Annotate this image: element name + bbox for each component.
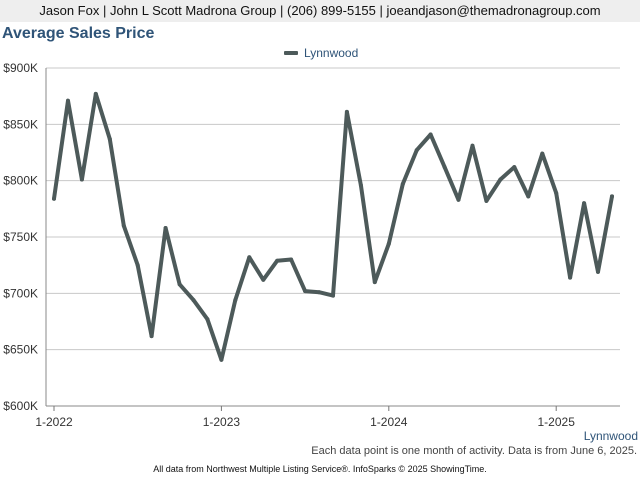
data-point[interactable] (554, 191, 559, 196)
data-point[interactable] (121, 223, 126, 228)
data-point[interactable] (484, 198, 489, 203)
series-line-0[interactable] (52, 91, 614, 362)
data-point[interactable] (93, 91, 98, 96)
data-point[interactable] (247, 255, 252, 260)
data-point[interactable] (107, 137, 112, 141)
x-tick-label: 1-2025 (538, 415, 576, 429)
data-point[interactable] (470, 143, 475, 148)
x-tick-label: 1-2022 (35, 415, 73, 429)
data-point[interactable] (163, 226, 168, 230)
header-bar: Jason Fox | John L Scott Madrona Group |… (0, 0, 640, 22)
data-point[interactable] (596, 269, 600, 274)
data-point[interactable] (372, 280, 377, 285)
x-tick-label: 1-2023 (203, 415, 241, 429)
y-tick-label: $750K (3, 230, 38, 244)
data-point[interactable] (303, 289, 308, 294)
data-point[interactable] (261, 277, 266, 282)
data-point[interactable] (233, 298, 238, 303)
legend[interactable]: Lynnwood (284, 46, 358, 60)
y-tick-label: $800K (3, 174, 38, 188)
data-point[interactable] (52, 196, 56, 201)
data-point[interactable] (205, 317, 210, 322)
y-tick-label: $850K (3, 117, 38, 131)
agent-contact-text: Jason Fox | John L Scott Madrona Group |… (39, 3, 601, 18)
data-point[interactable] (219, 357, 224, 362)
data-point[interactable] (526, 194, 531, 199)
data-point[interactable] (610, 194, 614, 199)
legend-label: Lynnwood (304, 46, 359, 60)
data-point[interactable] (149, 334, 154, 339)
y-tick-label: $650K (3, 343, 38, 357)
data-point[interactable] (289, 257, 294, 262)
data-point[interactable] (358, 183, 363, 188)
y-tick-label: $900K (3, 61, 38, 75)
legend-line-swatch-icon (284, 51, 298, 55)
source-credit: All data from Northwest Multiple Listing… (153, 464, 487, 474)
data-point[interactable] (177, 282, 182, 287)
data-point[interactable] (386, 241, 391, 246)
data-point[interactable] (540, 151, 545, 156)
chart-title: Average Sales Price (2, 25, 155, 42)
data-point[interactable] (275, 258, 280, 263)
data-note: Each data point is one month of activity… (311, 445, 637, 457)
data-point[interactable] (79, 177, 84, 182)
series-corner-label: Lynnwood (583, 429, 638, 443)
data-point[interactable] (428, 132, 433, 137)
data-point[interactable] (317, 290, 322, 295)
data-point[interactable] (191, 298, 196, 303)
y-tick-label: $700K (3, 286, 38, 300)
data-point[interactable] (400, 182, 405, 186)
data-point[interactable] (414, 148, 419, 153)
data-point[interactable] (442, 165, 447, 170)
data-point[interactable] (568, 275, 573, 280)
data-point[interactable] (582, 201, 587, 206)
data-point[interactable] (331, 293, 335, 298)
data-point[interactable] (456, 197, 461, 202)
y-tick-label: $600K (3, 399, 38, 413)
data-point[interactable] (135, 263, 140, 268)
x-tick-label: 1-2024 (370, 415, 408, 429)
data-point[interactable] (66, 98, 70, 103)
data-point[interactable] (512, 165, 517, 170)
data-point[interactable] (344, 109, 349, 114)
data-point[interactable] (498, 177, 503, 182)
